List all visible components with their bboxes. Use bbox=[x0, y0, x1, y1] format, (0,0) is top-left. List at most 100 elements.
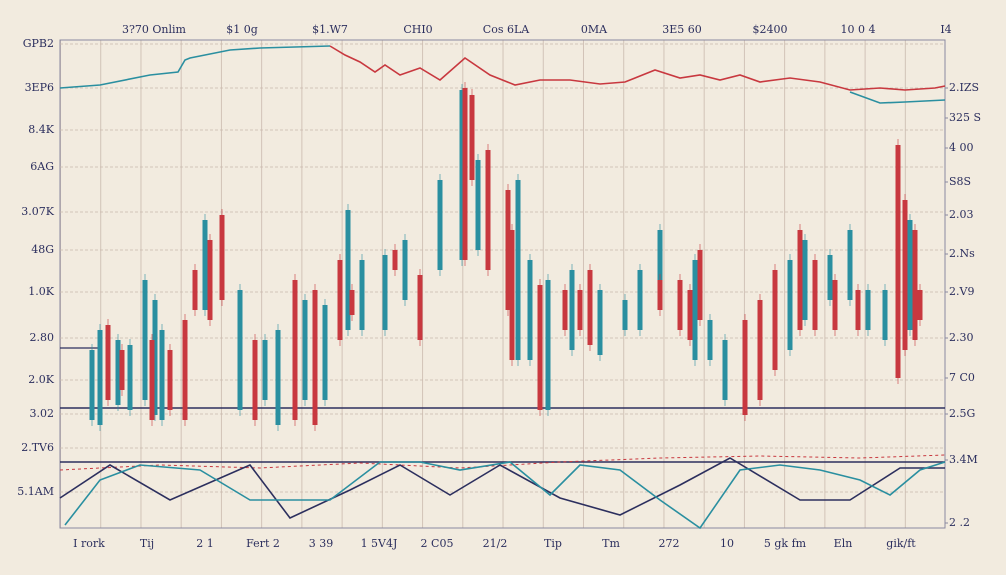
candle bbox=[505, 190, 511, 310]
candle bbox=[907, 220, 913, 330]
candle bbox=[89, 350, 95, 420]
candle bbox=[677, 280, 683, 330]
candle bbox=[475, 160, 481, 250]
bottom-labels: I rork bbox=[73, 537, 105, 550]
candle bbox=[105, 325, 111, 400]
y2-tick-label: S8S bbox=[949, 175, 971, 188]
bottom-labels: Eln bbox=[834, 537, 853, 550]
y-tick-label: 3.07K bbox=[21, 205, 54, 218]
candle bbox=[855, 290, 861, 330]
line-series bbox=[64, 461, 946, 530]
candle bbox=[115, 340, 121, 405]
candle bbox=[345, 210, 351, 330]
candle bbox=[797, 230, 803, 330]
line-series bbox=[329, 45, 946, 91]
candle bbox=[622, 300, 628, 330]
candle bbox=[802, 240, 808, 320]
candle bbox=[707, 320, 713, 360]
y-tick-label: 3.02 bbox=[30, 407, 55, 420]
candle bbox=[359, 260, 365, 330]
top-labels: $2400 bbox=[753, 23, 788, 36]
top-labels: $1 0g bbox=[226, 23, 258, 36]
top-labels: CHI0 bbox=[403, 23, 432, 36]
candle bbox=[237, 290, 243, 410]
line-series bbox=[59, 45, 331, 89]
y2-tick-label: 2.Ns bbox=[949, 247, 975, 260]
candle bbox=[152, 300, 158, 415]
candle bbox=[515, 180, 521, 360]
candle bbox=[437, 180, 443, 270]
candle bbox=[692, 260, 698, 360]
candle bbox=[219, 215, 225, 300]
candle bbox=[569, 270, 575, 350]
candle bbox=[637, 270, 643, 330]
y2-tick-label: 7 C0 bbox=[949, 371, 975, 384]
candle bbox=[657, 230, 663, 300]
candle bbox=[127, 345, 133, 410]
bottom-labels: 3 39 bbox=[309, 537, 334, 550]
candles bbox=[89, 82, 923, 431]
top-labels: Cos 6LA bbox=[483, 23, 530, 36]
top-labels: 0MA bbox=[581, 23, 608, 36]
candle bbox=[832, 280, 838, 330]
y-tick-label: 2.0K bbox=[28, 373, 54, 386]
candle bbox=[322, 305, 328, 400]
y2-tick-label: 2 .2 bbox=[949, 516, 970, 529]
bottom-labels: 2 1 bbox=[196, 537, 214, 550]
line-series bbox=[849, 91, 946, 104]
y-tick-label: 1.0K bbox=[28, 285, 54, 298]
candle bbox=[865, 290, 871, 330]
candle bbox=[597, 290, 603, 355]
candle bbox=[275, 330, 281, 425]
y-tick-label: 6AG bbox=[30, 160, 54, 173]
candle bbox=[847, 230, 853, 300]
candle bbox=[312, 290, 318, 425]
candle bbox=[207, 240, 213, 320]
candle bbox=[192, 270, 198, 310]
top-labels: 3E5 60 bbox=[662, 23, 702, 36]
candle bbox=[485, 150, 491, 270]
y-tick-label: GPB2 bbox=[23, 37, 54, 50]
candle bbox=[149, 340, 155, 420]
candle bbox=[562, 290, 568, 330]
candle bbox=[337, 260, 343, 340]
y-tick-label: 48G bbox=[31, 243, 54, 256]
top-labels: I4 bbox=[940, 23, 951, 36]
candle bbox=[302, 300, 308, 400]
candle bbox=[119, 350, 125, 390]
bottom-labels: 21/2 bbox=[483, 537, 508, 550]
candle bbox=[202, 220, 208, 310]
labels: GPB2 3EP6 8.4K 6AG 3.07K 48G 1.0K 2.80 2.0K 3.02 2… bbox=[17, 23, 981, 550]
candle bbox=[402, 240, 408, 300]
candle bbox=[537, 285, 543, 410]
candle bbox=[545, 280, 551, 410]
line-series bbox=[59, 454, 946, 471]
y-tick-label: 8.4K bbox=[28, 123, 54, 136]
candle bbox=[462, 88, 468, 260]
y-tick-label: 2.80 bbox=[30, 331, 55, 344]
y2-tick-label: 325 S bbox=[949, 111, 981, 124]
candle bbox=[577, 290, 583, 330]
top-labels: 10 0 4 bbox=[841, 23, 876, 36]
candle bbox=[97, 330, 103, 425]
candle bbox=[812, 260, 818, 330]
bottom-labels: 272 bbox=[659, 537, 680, 550]
candle bbox=[657, 280, 663, 310]
candle bbox=[417, 275, 423, 340]
candle bbox=[697, 250, 703, 320]
bottom-labels: Tip bbox=[544, 537, 562, 550]
candle bbox=[382, 255, 388, 330]
y2-tick-label: 2.V9 bbox=[949, 285, 974, 298]
y2-tick-label: 2.5G bbox=[949, 407, 975, 420]
plot-frame bbox=[59, 39, 946, 529]
candle bbox=[912, 230, 918, 340]
candle bbox=[742, 320, 748, 415]
candle bbox=[469, 95, 475, 180]
candle bbox=[159, 330, 165, 420]
bottom-labels: 2 C05 bbox=[421, 537, 454, 550]
y2-tick-label: 4 00 bbox=[949, 141, 974, 154]
y2-tick-label: 2.IZS bbox=[949, 81, 979, 94]
candle bbox=[902, 200, 908, 350]
